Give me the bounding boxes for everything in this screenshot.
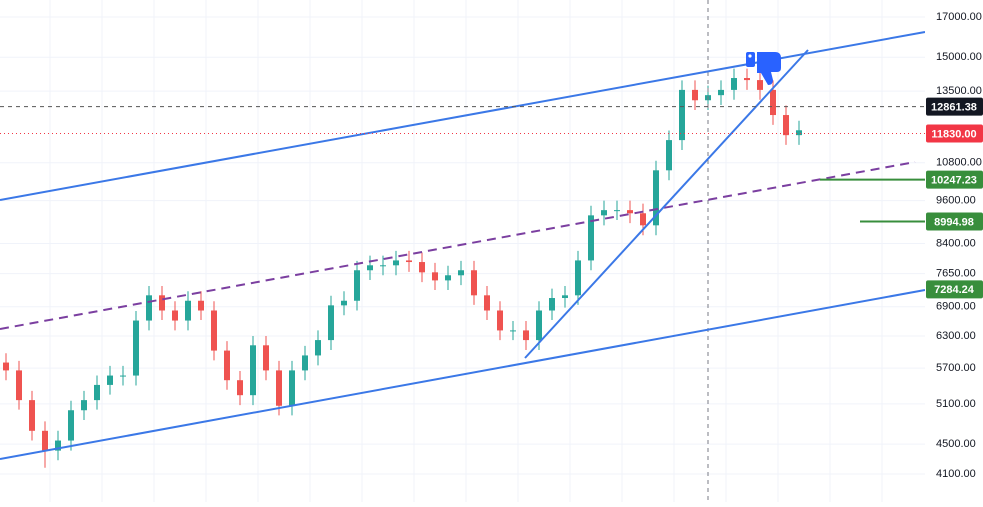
candle-body [406, 260, 412, 263]
candle-body [523, 330, 529, 341]
y-tick-label: 5700.00 [936, 362, 976, 374]
y-tick-label: 15000.00 [936, 51, 982, 63]
candle-body [16, 370, 22, 401]
price-axis-labels: 17000.00 15000.00 13500.00 10800.00 9600.00 8… [936, 11, 982, 480]
candle-body [237, 380, 243, 396]
candle-body [731, 78, 737, 90]
price-label-box [926, 212, 983, 231]
y-tick-label: 7650.00 [936, 267, 976, 279]
channel-mid [0, 161, 916, 330]
candle-body [718, 89, 724, 96]
candle-body [341, 300, 347, 306]
candle-body [172, 310, 178, 321]
candle-body [575, 260, 581, 296]
candle-body [471, 270, 477, 296]
price-label-box [926, 170, 983, 189]
candle-body [120, 375, 126, 377]
y-tick-label: 17000.00 [936, 11, 982, 23]
candle-body [497, 310, 503, 331]
candle-body [68, 410, 74, 441]
candle-body [133, 320, 139, 376]
candle-body [770, 89, 776, 116]
candle-body [536, 310, 542, 341]
candle-body [328, 305, 334, 341]
candle-body [419, 262, 425, 273]
candle-body [796, 130, 802, 136]
candle-body [640, 213, 646, 226]
candle-body [81, 400, 87, 411]
candle-body [263, 345, 269, 371]
candle-body [94, 384, 100, 401]
candle-body [653, 170, 659, 226]
candle-body [3, 362, 9, 371]
candle-body [185, 300, 191, 321]
candle-body [29, 400, 35, 431]
price-markers: 12861.38 11830.00 10247.23 8994.98 7284.24 [0, 97, 983, 299]
candle-body [562, 295, 568, 299]
price-label-box [926, 97, 983, 116]
candle-body [432, 272, 438, 281]
candle-body [146, 295, 152, 321]
candle-body [42, 430, 48, 451]
price-label: 7284.24 [934, 284, 975, 296]
drawings [0, 0, 926, 502]
candle-body [159, 295, 165, 311]
candle-body [224, 350, 230, 381]
y-tick-label: 6300.00 [936, 330, 976, 342]
candle-body [692, 89, 698, 101]
y-tick-label: 8400.00 [936, 237, 976, 249]
candle-body [757, 80, 763, 90]
price-label: 11830.00 [931, 128, 976, 140]
y-tick-label: 5100.00 [936, 398, 976, 410]
candle-body [601, 210, 607, 216]
y-tick-label: 10800.00 [936, 157, 982, 169]
candle-body [289, 370, 295, 406]
price-label-box [926, 124, 983, 143]
candle-body [458, 270, 464, 276]
candle-body [445, 275, 451, 281]
candle-body [679, 89, 685, 141]
candle-body [627, 210, 633, 214]
y-tick-label: 13500.00 [936, 85, 982, 97]
candle-body [380, 265, 386, 267]
trend-line [524, 49, 809, 359]
channel-lower [0, 289, 926, 460]
y-tick-label: 6900.00 [936, 301, 976, 313]
y-tick-label: 9600.00 [936, 195, 976, 207]
thumbs-down-icon [746, 52, 781, 85]
candle-body [302, 355, 308, 371]
candle-body [107, 375, 113, 385]
candle-body [354, 270, 360, 301]
candle-body [55, 440, 61, 451]
candle-body [250, 345, 256, 396]
candles [3, 68, 802, 468]
candle-body [510, 330, 516, 332]
candle-body [315, 340, 321, 356]
candle-body [198, 300, 204, 311]
candle-body [588, 215, 594, 261]
candle-body [744, 78, 750, 81]
price-axis [925, 0, 983, 502]
candle-body [211, 310, 217, 351]
grid [0, 0, 925, 502]
candle-body [276, 370, 282, 406]
candle-body [393, 260, 399, 266]
candle-body [549, 298, 555, 311]
candle-body [367, 265, 373, 271]
candle-body [783, 115, 789, 136]
y-tick-label: 4100.00 [936, 468, 976, 480]
candle-body [484, 295, 490, 311]
candle-body [614, 210, 620, 212]
candle-body [666, 140, 672, 171]
price-label: 12861.38 [931, 102, 977, 114]
price-label-box [926, 280, 983, 299]
price-label: 10247.23 [931, 175, 977, 187]
y-tick-label: 4500.00 [936, 438, 976, 450]
price-label: 8994.98 [934, 216, 974, 228]
